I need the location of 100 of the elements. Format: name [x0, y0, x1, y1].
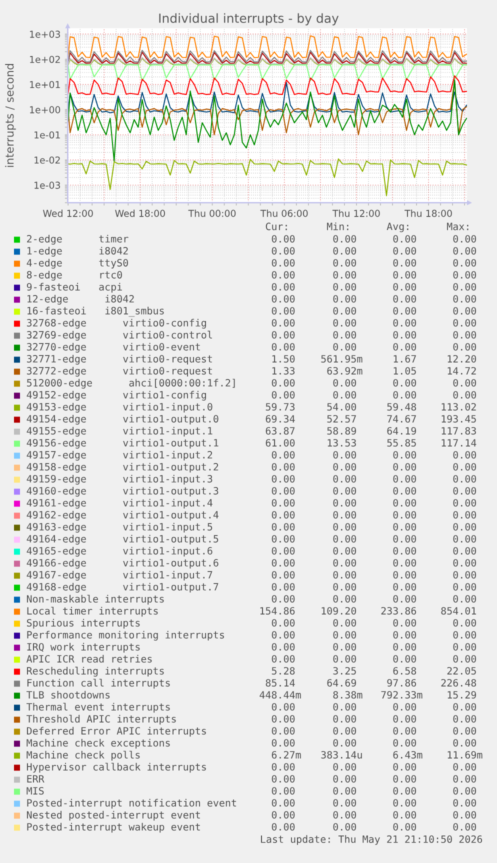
x-tick-label: Thu 18:00 — [404, 210, 452, 217]
legend-label: 49164-edge virtio1-output.5 — [26, 534, 218, 545]
text: 0.00 — [393, 823, 416, 831]
text: 61.00 — [266, 439, 295, 447]
text: 383.14u — [321, 751, 362, 759]
text: 6.27m — [272, 751, 301, 759]
text: 0.00 — [393, 799, 416, 807]
text: 0.00 — [453, 631, 476, 639]
text: 0.00 — [393, 715, 416, 723]
legend-label: 32769-edge virtio0-control — [26, 330, 212, 341]
text: 0.00 — [272, 487, 295, 495]
text: 0.00 — [272, 307, 295, 315]
chart-title: Individual interrupts - by day — [159, 13, 339, 26]
text: 226.48 — [441, 679, 476, 687]
text: 0.00 — [272, 379, 295, 387]
text: Min: — [327, 222, 348, 230]
text: 0.00 — [453, 331, 476, 339]
text: 0.00 — [453, 451, 476, 459]
legend-label: Non-maskable interrupts — [26, 594, 164, 605]
text: 113.02 — [442, 403, 476, 411]
text: 0.00 — [393, 487, 416, 495]
text: 0.00 — [272, 283, 295, 291]
legend-label: 32772-edge virtio0-request — [26, 366, 212, 377]
legend-label: Threshold APIC interrupts — [26, 714, 176, 725]
text: 0.00 — [333, 295, 356, 303]
text: 0.00 — [333, 823, 356, 831]
text: 0.00 — [453, 583, 476, 591]
text: 0.00 — [393, 391, 416, 399]
legend-label: 49159-edge virtio1-input.3 — [26, 474, 212, 485]
text: 0.00 — [393, 583, 416, 591]
text: 0.00 — [333, 475, 356, 483]
text: 85.14 — [266, 679, 295, 687]
text: 0.00 — [393, 763, 416, 771]
text: 0.00 — [393, 739, 416, 747]
text: 0.00 — [453, 307, 476, 315]
text: 0.00 — [393, 271, 416, 279]
text: 0.00 — [393, 235, 416, 243]
text: 52.57 — [327, 415, 356, 423]
text: 0.00 — [333, 631, 356, 639]
legend-label: Posted-interrupt wakeup event — [27, 822, 200, 833]
text: 3.25 — [333, 667, 356, 675]
text: 0.00 — [393, 703, 416, 711]
legend-label: Thermal event interrupts — [26, 702, 170, 713]
text: 0.00 — [393, 811, 416, 819]
legend-label: Deferred Error APIC interrupts — [26, 726, 206, 737]
text: 0.00 — [333, 247, 356, 255]
legend-label: 49162-edge virtio1-output.4 — [26, 510, 218, 521]
text: 0.00 — [453, 595, 476, 603]
text: 0.00 — [272, 343, 295, 351]
y-tick-label: 1e-02 — [34, 156, 60, 164]
legend-label: Hypervisor callback interrupts — [26, 762, 206, 773]
text: 0.00 — [393, 295, 416, 303]
text: 0.00 — [393, 247, 416, 255]
text: 0.00 — [333, 487, 356, 495]
text: 117.83 — [442, 427, 476, 435]
text: 0.00 — [333, 499, 356, 507]
text: Cur: — [266, 222, 287, 230]
text: 0.00 — [393, 547, 416, 555]
text: 0.00 — [272, 559, 295, 567]
text: 0.00 — [272, 463, 295, 471]
legend-label: 12-edge i8042 — [28, 294, 134, 305]
legend-label: 49156-edge virtio1-output.1 — [26, 438, 218, 449]
text: 0.00 — [453, 283, 476, 291]
text: 0.00 — [453, 343, 476, 351]
legend-label: Rescheduling interrupts — [27, 666, 164, 677]
legend-label: 49161-edge virtio1-input.4 — [26, 498, 212, 509]
y-tick-label: 1e+00 — [30, 106, 60, 114]
x-tick-label: Wed 12:00 — [43, 210, 93, 217]
text: 0.00 — [333, 259, 356, 267]
text: 0.00 — [333, 463, 356, 471]
legend-label: Local timer interrupts — [27, 606, 158, 617]
text: 13.53 — [328, 439, 356, 447]
text: 193.45 — [442, 415, 476, 423]
text: 0.00 — [272, 247, 295, 255]
text: 64.19 — [387, 427, 416, 435]
y-tick-label: 1e+02 — [30, 56, 60, 63]
text: 0.00 — [393, 259, 416, 267]
text: 0.00 — [333, 535, 356, 543]
text: 0.00 — [453, 787, 476, 795]
text: 0.00 — [272, 739, 295, 747]
legend-label: 49166-edge virtio1-output.6 — [26, 558, 218, 569]
x-tick-label: Wed 18:00 — [115, 210, 165, 217]
text: 0.00 — [272, 643, 295, 651]
text: 0.00 — [453, 511, 476, 519]
text: 11.69m — [448, 751, 482, 759]
text: 1.67 — [394, 355, 416, 363]
text: Avg: — [386, 222, 408, 232]
text: 1.05 — [394, 367, 416, 375]
text: 0.00 — [393, 511, 416, 519]
text: 54.00 — [327, 403, 356, 411]
text: 6.43m — [393, 751, 422, 759]
text: 0.00 — [272, 511, 295, 519]
text: 0.00 — [272, 619, 295, 627]
text: 0.00 — [272, 571, 295, 579]
legend-label: 2-edge timer — [27, 234, 128, 245]
text: 0.00 — [333, 547, 356, 555]
text: 0.00 — [333, 643, 356, 651]
text: 1.33 — [272, 367, 295, 375]
legend-label: APIC ICR read retries — [26, 654, 152, 663]
legend-label: 8-edge rtc0 — [26, 270, 122, 281]
